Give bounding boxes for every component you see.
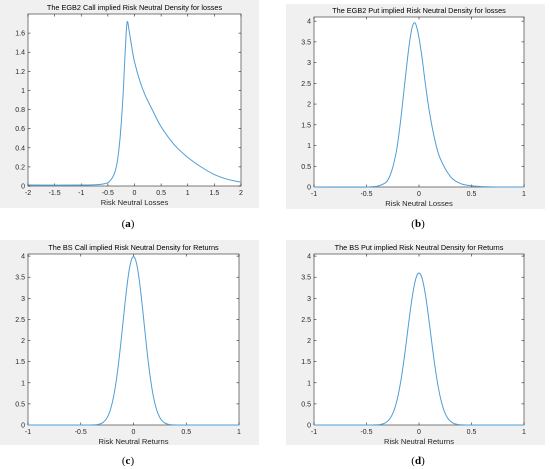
caption-letter-a: a — [125, 218, 131, 230]
series-line-c-0 — [28, 255, 239, 426]
chart-panel-d: The BS Put implied Risk Neutral Density … — [286, 240, 545, 445]
y-tick-label-a-3: 0.6 — [15, 126, 25, 133]
chart-c: The BS Call implied Risk Neutral Density… — [15, 243, 241, 445]
x-tick-label-c-4: 1 — [237, 429, 241, 436]
x-tick-label-a-1: -1.5 — [49, 190, 61, 197]
y-tick-label-a-8: 1.6 — [15, 31, 25, 38]
caption-c: (c) — [121, 455, 135, 467]
y-tick-label-a-6: 1.2 — [15, 69, 25, 76]
y-tick-label-c-4: 2 — [21, 338, 25, 345]
x-tick-label-d-1: -0.5 — [360, 429, 372, 436]
y-tick-label-c-3: 1.5 — [15, 359, 25, 366]
y-tick-label-a-0: 0 — [21, 184, 25, 191]
y-tick-label-c-5: 2.5 — [15, 317, 25, 324]
x-tick-label-a-5: 0.5 — [156, 190, 166, 197]
x-axis-label-b: Risk Neutral Losses — [385, 199, 453, 208]
x-tick-label-c-1: -0.5 — [75, 429, 87, 436]
chart-panel-a: The EGB2 Call implied Risk Neutral Densi… — [0, 0, 259, 208]
x-axis-label-d: Risk Neutral Returns — [384, 437, 454, 445]
y-tick-label-a-2: 0.4 — [15, 145, 25, 152]
x-tick-label-a-7: 1.5 — [210, 190, 220, 197]
caption-b: (b) — [411, 218, 425, 230]
chart-b: The EGB2 Put implied Risk Neutral Densit… — [301, 6, 526, 208]
y-tick-label-d-0: 0 — [307, 423, 311, 430]
x-axis-label-a: Risk Neutral Losses — [101, 198, 169, 207]
y-tick-label-c-6: 3 — [21, 296, 25, 303]
y-tick-label-a-1: 0.2 — [15, 164, 25, 171]
x-tick-label-d-2: 0 — [417, 429, 421, 436]
plot-area-d — [313, 253, 525, 426]
plot-area-a — [27, 13, 242, 187]
x-tick-label-a-4: 0 — [133, 190, 137, 197]
y-tick-label-d-1: 0.5 — [301, 401, 311, 408]
x-tick-label-b-4: 1 — [522, 191, 526, 198]
x-tick-label-d-0: -1 — [311, 429, 317, 436]
y-tick-label-b-8: 4 — [307, 19, 311, 26]
chart-a: The EGB2 Call implied Risk Neutral Densi… — [15, 3, 243, 207]
caption-letter-d: d — [414, 455, 422, 467]
y-tick-label-d-5: 2.5 — [301, 317, 311, 324]
y-tick-label-b-4: 2 — [307, 102, 311, 109]
chart-title-c: The BS Call implied Risk Neutral Density… — [48, 243, 219, 252]
y-tick-label-d-7: 3.5 — [301, 275, 311, 282]
x-tick-label-d-4: 1 — [522, 429, 526, 436]
chart-panel-b: The EGB2 Put implied Risk Neutral Densit… — [286, 4, 545, 209]
plot-area-b — [313, 16, 525, 188]
x-tick-label-b-1: -0.5 — [360, 191, 372, 198]
x-tick-label-b-3: 0.5 — [467, 191, 477, 198]
y-tick-label-b-6: 3 — [307, 60, 311, 67]
x-tick-label-a-3: -0.5 — [102, 190, 114, 197]
y-tick-label-d-2: 1 — [307, 380, 311, 387]
y-tick-label-b-1: 0.5 — [301, 164, 311, 171]
y-tick-label-a-7: 1.4 — [15, 50, 25, 57]
y-tick-label-c-8: 4 — [21, 254, 25, 261]
x-tick-label-a-0: -2 — [25, 190, 31, 197]
y-tick-label-a-5: 1 — [21, 88, 25, 95]
series-line-d-0 — [314, 272, 524, 426]
caption-letter-b: b — [414, 218, 422, 230]
y-tick-label-a-4: 0.8 — [15, 107, 25, 114]
x-tick-label-b-2: 0 — [417, 191, 421, 198]
y-tick-label-b-2: 1 — [307, 143, 311, 150]
y-tick-label-b-0: 0 — [307, 185, 311, 192]
chart-title-b: The EGB2 Put implied Risk Neutral Densit… — [332, 6, 506, 15]
y-tick-label-c-1: 0.5 — [15, 401, 25, 408]
y-tick-label-d-3: 1.5 — [301, 359, 311, 366]
plot-area-c — [27, 253, 240, 426]
caption-d: (d) — [411, 455, 425, 467]
x-tick-label-a-2: -1 — [78, 190, 84, 197]
chart-title-a: The EGB2 Call implied Risk Neutral Densi… — [47, 3, 223, 12]
y-tick-label-b-3: 1.5 — [301, 122, 311, 129]
y-tick-label-c-0: 0 — [21, 423, 25, 430]
x-tick-label-a-8: 2 — [239, 190, 243, 197]
chart-panel-c: The BS Call implied Risk Neutral Density… — [0, 240, 259, 445]
x-tick-label-b-0: -1 — [311, 191, 317, 198]
series-line-b-0 — [313, 22, 525, 188]
chart-title-d: The BS Put implied Risk Neutral Density … — [335, 243, 504, 252]
x-axis-label-c: Risk Neutral Returns — [98, 437, 168, 445]
y-tick-label-d-4: 2 — [307, 338, 311, 345]
x-tick-label-c-2: 0 — [132, 429, 136, 436]
x-tick-label-c-0: -1 — [25, 429, 31, 436]
chart-d: The BS Put implied Risk Neutral Density … — [301, 243, 526, 445]
y-tick-label-b-5: 2.5 — [301, 81, 311, 88]
y-tick-label-c-2: 1 — [21, 380, 25, 387]
x-tick-label-d-3: 0.5 — [467, 429, 477, 436]
y-tick-label-d-8: 4 — [307, 254, 311, 261]
y-tick-label-d-6: 3 — [307, 296, 311, 303]
y-tick-label-c-7: 3.5 — [15, 275, 25, 282]
y-tick-label-b-7: 3.5 — [301, 39, 311, 46]
x-tick-label-a-6: 1 — [186, 190, 190, 197]
x-tick-label-c-3: 0.5 — [181, 429, 191, 436]
series-line-a-0 — [27, 21, 242, 186]
caption-a: (a) — [121, 218, 135, 230]
caption-letter-c: c — [125, 455, 131, 467]
